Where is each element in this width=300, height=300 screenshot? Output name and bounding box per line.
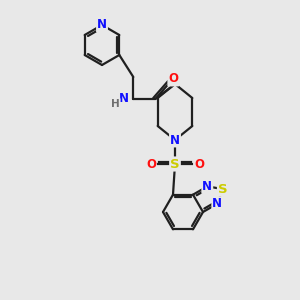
Text: O: O [168,73,178,85]
Text: O: O [194,158,204,170]
Text: N: N [97,19,107,32]
Text: N: N [202,180,212,193]
Text: N: N [119,92,129,104]
Text: O: O [146,158,156,170]
Text: S: S [170,158,180,170]
Text: H: H [111,99,120,109]
Text: N: N [170,134,180,146]
Text: N: N [212,197,222,210]
Text: S: S [218,182,228,196]
